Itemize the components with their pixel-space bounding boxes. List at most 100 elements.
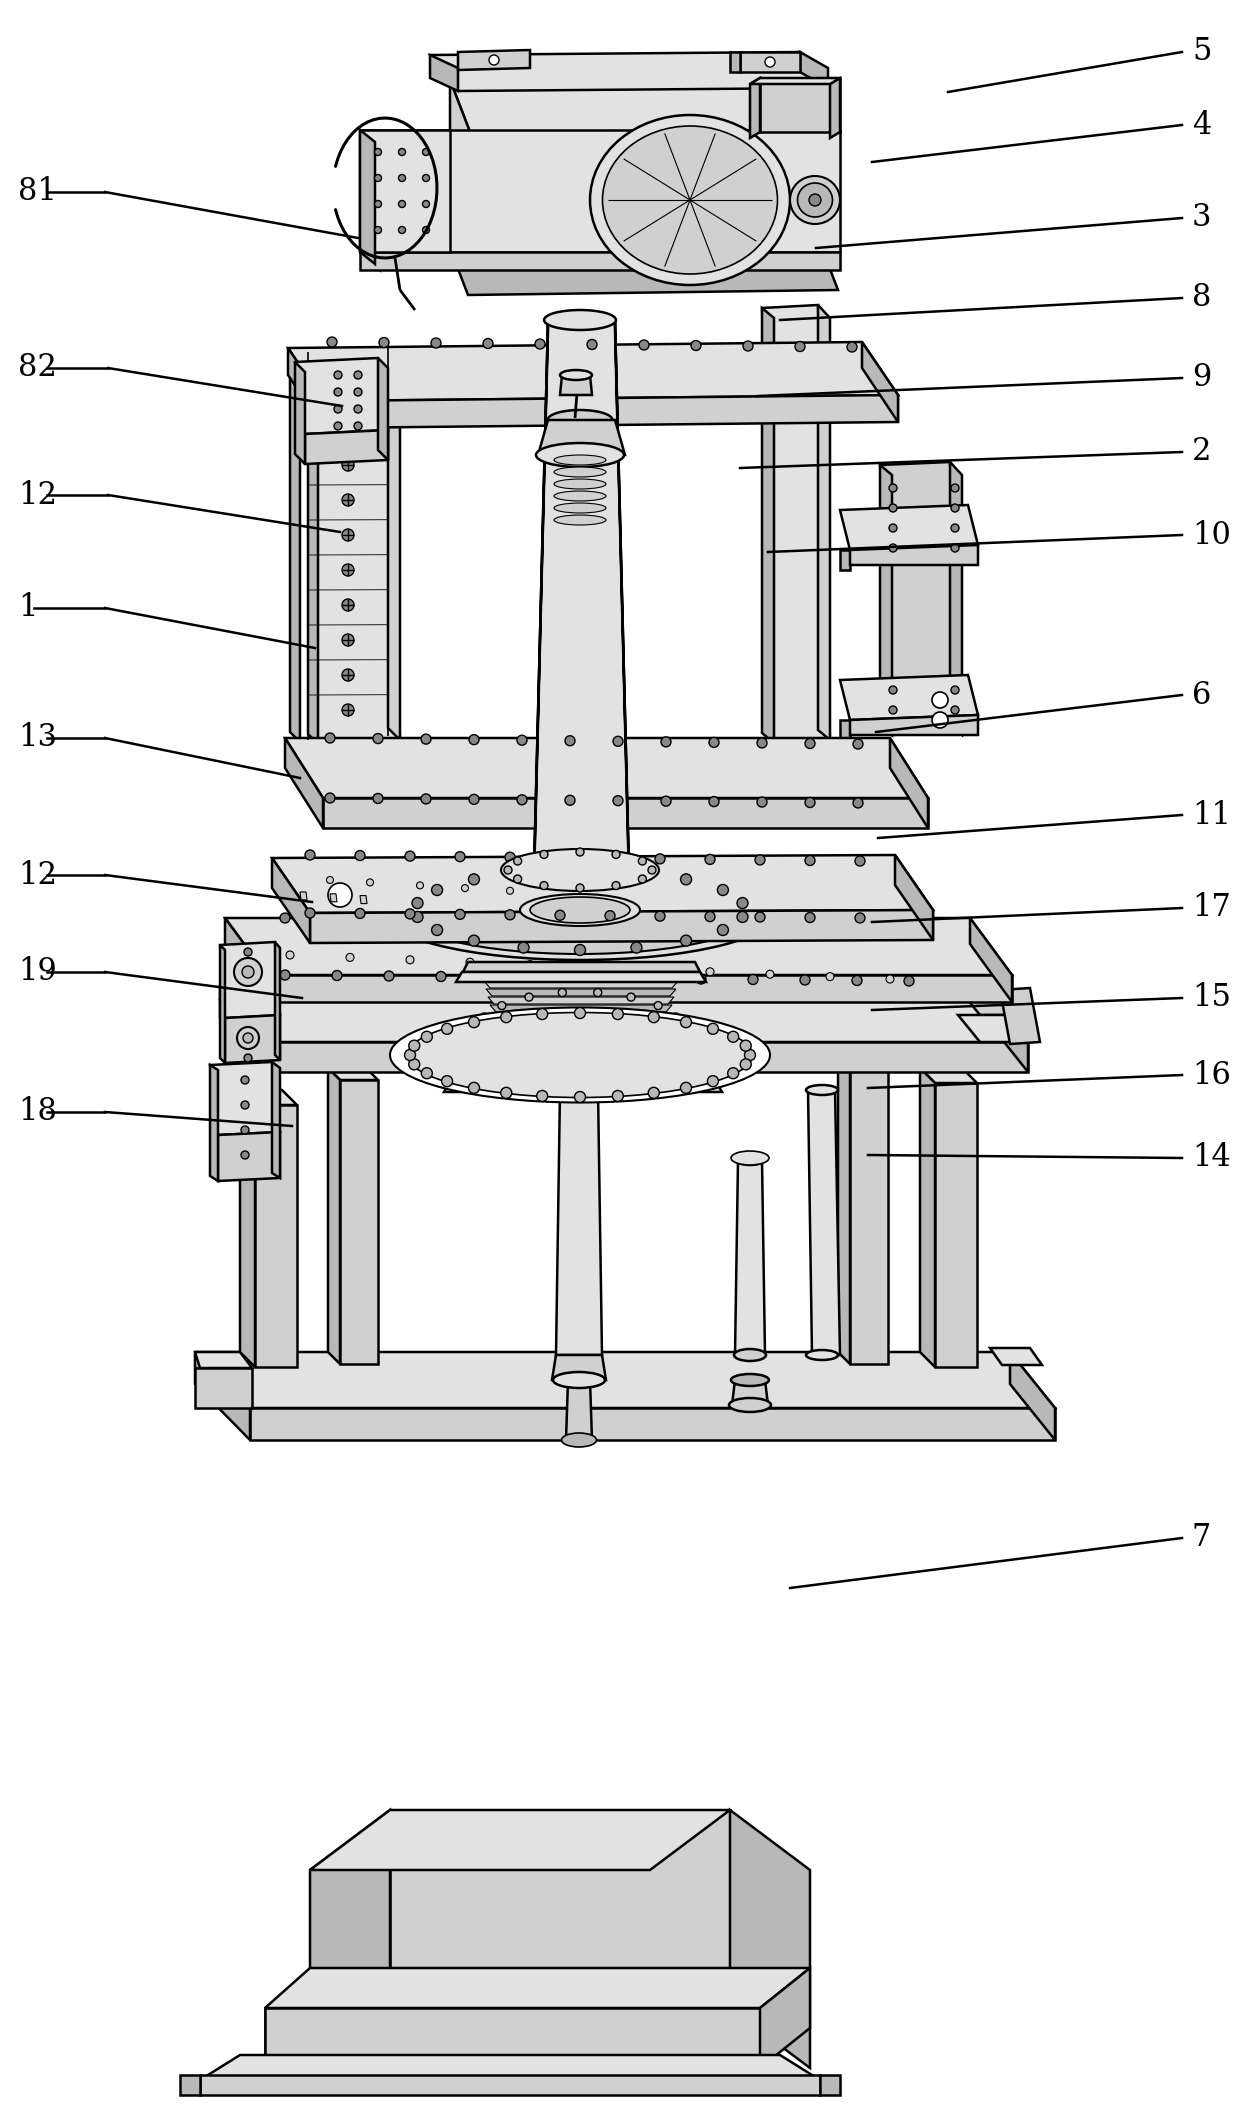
Text: 18: 18: [19, 1097, 57, 1128]
Circle shape: [373, 734, 383, 744]
Polygon shape: [480, 966, 682, 972]
Circle shape: [800, 920, 810, 928]
Polygon shape: [538, 420, 625, 456]
Circle shape: [613, 1090, 624, 1101]
Circle shape: [242, 966, 254, 979]
Circle shape: [558, 989, 567, 998]
Polygon shape: [324, 394, 898, 428]
Text: 14: 14: [1192, 1143, 1231, 1173]
Circle shape: [517, 795, 527, 806]
Circle shape: [498, 1002, 506, 1010]
Polygon shape: [498, 1038, 663, 1044]
Polygon shape: [565, 1379, 591, 1440]
Text: 81: 81: [19, 177, 57, 207]
Circle shape: [234, 957, 262, 987]
Circle shape: [373, 793, 383, 804]
Polygon shape: [490, 1006, 672, 1012]
Polygon shape: [450, 1076, 715, 1084]
Circle shape: [744, 1050, 755, 1061]
Circle shape: [644, 974, 653, 983]
Circle shape: [432, 924, 443, 936]
Polygon shape: [444, 1082, 722, 1092]
Circle shape: [384, 913, 394, 924]
Circle shape: [342, 563, 353, 576]
Ellipse shape: [562, 1432, 596, 1447]
Circle shape: [342, 599, 353, 612]
Circle shape: [631, 943, 642, 953]
Circle shape: [417, 882, 424, 888]
Circle shape: [728, 1067, 739, 1078]
Polygon shape: [288, 348, 324, 428]
Circle shape: [503, 867, 512, 873]
Polygon shape: [290, 352, 317, 365]
Circle shape: [852, 920, 862, 930]
Circle shape: [706, 911, 715, 922]
Polygon shape: [486, 989, 676, 995]
Circle shape: [951, 544, 959, 553]
Circle shape: [696, 974, 706, 985]
Circle shape: [332, 970, 342, 981]
Polygon shape: [329, 1067, 378, 1080]
Ellipse shape: [391, 1008, 770, 1103]
Polygon shape: [730, 1810, 810, 2069]
Circle shape: [374, 175, 382, 181]
Circle shape: [295, 983, 305, 993]
Circle shape: [506, 888, 513, 894]
Circle shape: [474, 1025, 482, 1033]
Polygon shape: [180, 2075, 200, 2094]
Circle shape: [404, 1050, 415, 1061]
Polygon shape: [219, 945, 224, 1063]
Polygon shape: [463, 962, 701, 972]
Circle shape: [469, 734, 479, 744]
Circle shape: [574, 865, 585, 875]
Circle shape: [398, 148, 405, 156]
Circle shape: [649, 1088, 660, 1099]
Polygon shape: [500, 1044, 662, 1052]
Ellipse shape: [554, 491, 606, 502]
Circle shape: [556, 911, 565, 920]
Polygon shape: [450, 80, 470, 251]
Polygon shape: [241, 1090, 255, 1367]
Circle shape: [432, 884, 443, 896]
Circle shape: [844, 989, 856, 1000]
Circle shape: [469, 934, 480, 947]
Circle shape: [951, 523, 959, 531]
Circle shape: [537, 1090, 548, 1101]
Circle shape: [342, 424, 353, 437]
Circle shape: [525, 1059, 533, 1067]
Circle shape: [412, 911, 423, 922]
Circle shape: [728, 1031, 739, 1042]
Polygon shape: [265, 2008, 391, 2069]
Circle shape: [405, 909, 415, 920]
Polygon shape: [360, 896, 367, 903]
Polygon shape: [732, 1379, 768, 1405]
Polygon shape: [839, 550, 849, 569]
Polygon shape: [959, 1014, 1028, 1042]
Circle shape: [243, 1033, 253, 1044]
Circle shape: [461, 884, 469, 892]
Circle shape: [800, 974, 810, 985]
Ellipse shape: [732, 1152, 769, 1164]
Circle shape: [539, 850, 548, 858]
Polygon shape: [265, 1968, 810, 2008]
Circle shape: [515, 985, 525, 995]
Circle shape: [342, 388, 353, 401]
Circle shape: [469, 795, 479, 804]
Circle shape: [501, 1012, 512, 1023]
Circle shape: [539, 972, 551, 983]
Circle shape: [405, 985, 415, 995]
Polygon shape: [219, 943, 280, 1019]
Circle shape: [574, 1008, 585, 1019]
Polygon shape: [890, 738, 928, 829]
Circle shape: [398, 226, 405, 234]
Circle shape: [639, 856, 646, 865]
Polygon shape: [295, 363, 305, 464]
Circle shape: [755, 911, 765, 922]
Circle shape: [498, 1050, 506, 1059]
Circle shape: [334, 371, 342, 380]
Circle shape: [627, 993, 635, 1002]
Circle shape: [887, 974, 894, 983]
Circle shape: [334, 422, 342, 430]
Polygon shape: [295, 359, 388, 434]
Ellipse shape: [544, 310, 616, 329]
